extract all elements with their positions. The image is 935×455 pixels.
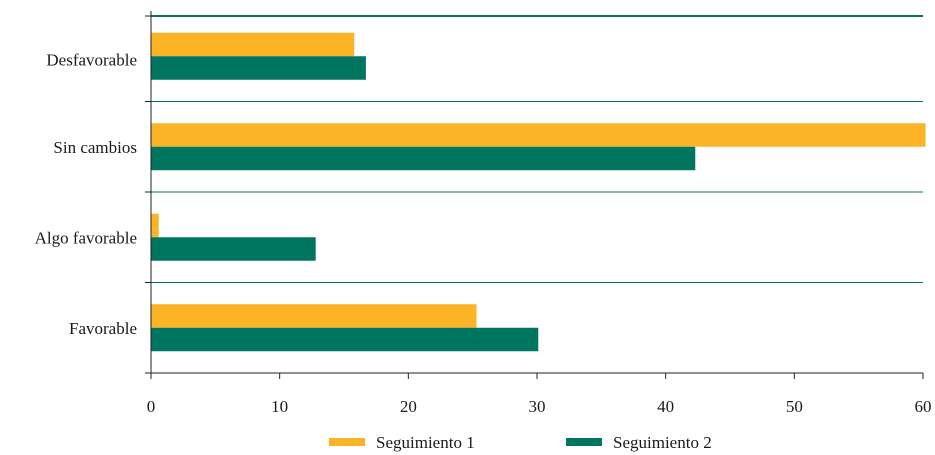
bar-2-algo-favorable xyxy=(151,237,316,261)
bars xyxy=(151,32,926,352)
bar-1-algo-favorable xyxy=(151,213,159,238)
x-tick-label: 50 xyxy=(786,397,803,416)
legend-label: Seguimiento 1 xyxy=(376,433,475,452)
bar-1-desfavorable xyxy=(151,32,355,57)
x-tick-label: 60 xyxy=(915,397,932,416)
x-tick-label: 20 xyxy=(400,397,417,416)
category-label: Favorable xyxy=(69,319,137,338)
bar-1-favorable xyxy=(151,304,477,328)
bar-1-sin-cambios xyxy=(151,123,926,147)
x-axis-ticks: 0 10 20 30 40 50 60 xyxy=(147,373,932,416)
legend: Seguimiento 1 Seguimiento 2 xyxy=(329,433,712,452)
legend-swatch xyxy=(566,438,602,446)
x-tick-label: 10 xyxy=(271,397,288,416)
x-tick-label: 40 xyxy=(657,397,674,416)
category-label: Sin cambios xyxy=(53,138,137,157)
x-tick-label: 30 xyxy=(529,397,546,416)
legend-swatch xyxy=(329,438,365,446)
category-labels: Desfavorable Sin cambios Algo favorable Fav… xyxy=(35,50,137,338)
category-label: Desfavorable xyxy=(46,50,137,69)
bar-2-favorable xyxy=(151,327,539,352)
y-axis-ticks xyxy=(145,15,151,374)
category-label: Algo favorable xyxy=(35,228,137,247)
legend-item: Seguimiento 1 xyxy=(329,433,475,452)
bar-2-desfavorable xyxy=(151,56,366,80)
grid-lines xyxy=(151,15,923,283)
x-tick-label: 0 xyxy=(147,397,156,416)
legend-item: Seguimiento 2 xyxy=(566,433,712,452)
bar-2-sin-cambios xyxy=(151,146,696,171)
legend-label: Seguimiento 2 xyxy=(613,433,712,452)
